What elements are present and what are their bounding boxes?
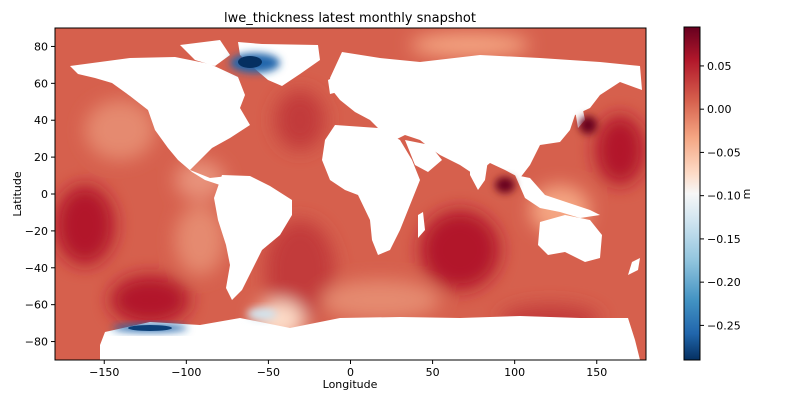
chart-title: lwe_thickness latest monthly snapshot — [224, 11, 476, 26]
colorbar-tick-label: −0.15 — [707, 233, 741, 246]
colorbar-tick-label: 0.00 — [707, 103, 732, 116]
y-tick-label: 0 — [41, 188, 48, 201]
anomaly-patch — [265, 220, 335, 320]
anomaly-patch — [410, 33, 530, 57]
japan-high — [579, 116, 597, 134]
land-india — [470, 150, 488, 190]
x-axis: −150 −100 −50 0 50 100 150 — [89, 360, 607, 379]
colorbar-ticks: 0.05 0.00 −0.05 −0.10 −0.15 −0.20 −0.25 — [700, 60, 741, 332]
colorbar-tick-label: −0.25 — [707, 319, 741, 332]
colorbar-tick-label: −0.10 — [707, 190, 741, 203]
land-south-america — [214, 175, 292, 300]
greenland-mass-loss-core — [238, 56, 262, 68]
colorbar-tick-label: −0.05 — [707, 146, 741, 159]
colorbar-label: m — [740, 189, 753, 200]
x-tick-label: 100 — [504, 366, 525, 379]
x-tick-label: 150 — [586, 366, 607, 379]
y-tick-label: 60 — [34, 77, 48, 90]
colorbar-tick-label: −0.20 — [707, 276, 741, 289]
land-uk — [328, 76, 338, 94]
y-tick-label: −40 — [25, 262, 48, 275]
y-tick-label: −20 — [25, 225, 48, 238]
land-arabia — [405, 140, 442, 172]
x-tick-label: 0 — [347, 366, 354, 379]
land-canada-islands — [180, 40, 230, 66]
y-axis: 80 60 40 20 0 −20 −40 −60 −80 — [25, 40, 55, 349]
y-tick-label: −80 — [25, 336, 48, 349]
land-north-america — [70, 57, 250, 185]
land-europe-asia — [330, 52, 642, 178]
anomaly-patch — [175, 160, 225, 200]
x-tick-label: −100 — [171, 366, 201, 379]
anomaly-patch — [55, 185, 115, 265]
anomaly-patch — [320, 280, 440, 320]
anomaly-patch — [595, 115, 645, 185]
colorbar-tick-label: 0.05 — [707, 60, 732, 73]
anomaly-patch — [175, 205, 225, 275]
x-tick-label: −150 — [89, 366, 119, 379]
y-tick-label: 80 — [34, 40, 48, 53]
antarctic-mass-loss-core — [128, 325, 172, 331]
sumatra-high — [495, 177, 515, 193]
y-tick-label: 40 — [34, 114, 48, 127]
plot-area — [55, 28, 646, 360]
y-tick-label: 20 — [34, 151, 48, 164]
antarctic-peninsula-low — [247, 308, 277, 320]
anomaly-patch — [110, 275, 190, 325]
anomaly-patch — [420, 210, 500, 290]
land-africa — [322, 125, 420, 255]
anomaly-patch — [85, 100, 155, 160]
x-tick-label: 50 — [426, 366, 440, 379]
land-antarctica — [100, 316, 640, 360]
land-new-zealand — [628, 258, 640, 275]
y-axis-label: Latitude — [11, 171, 24, 217]
anomaly-patch — [275, 90, 325, 150]
land-southeast-asia — [515, 175, 600, 218]
colorbar — [683, 26, 701, 361]
y-tick-label: −60 — [25, 299, 48, 312]
x-tick-label: −50 — [257, 366, 280, 379]
x-axis-label: Longitude — [323, 378, 378, 391]
strong-anomalies — [112, 53, 597, 332]
land-madagascar — [418, 212, 425, 238]
land-australia — [538, 215, 602, 262]
